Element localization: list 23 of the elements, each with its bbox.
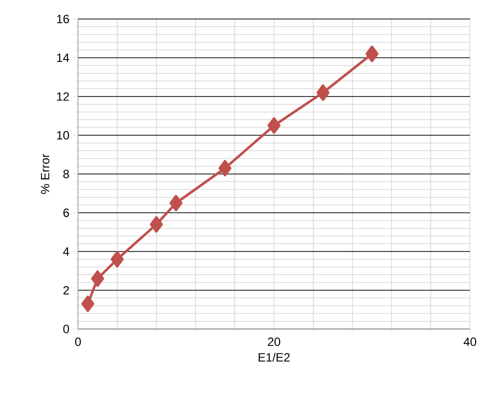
y-tick-label: 8 — [63, 170, 69, 178]
point — [268, 117, 280, 134]
y-tick-label: 12 — [57, 92, 69, 101]
point — [170, 194, 182, 212]
y-tick-label: 16 — [57, 14, 69, 24]
y-axis-title: % Error — [40, 154, 50, 194]
y-tick-label: 4 — [63, 247, 70, 256]
y-tick-label: 6 — [63, 208, 69, 217]
y-tick-label: 10 — [57, 131, 70, 140]
y-tick-label: 0 — [63, 324, 70, 334]
y-tick-label: 14 — [57, 54, 70, 62]
y-tick-label: 2 — [63, 286, 69, 294]
point — [316, 84, 330, 101]
x-tick-label: 40 — [464, 338, 476, 346]
point — [150, 216, 163, 233]
x-tick-label: 20 — [268, 338, 280, 346]
point — [91, 270, 104, 287]
x-axis-title: E1/E2 — [258, 352, 290, 362]
point — [218, 160, 232, 176]
point — [110, 251, 124, 268]
x-tick-label: 0 — [75, 338, 81, 346]
point — [81, 296, 94, 312]
point — [366, 46, 378, 62]
